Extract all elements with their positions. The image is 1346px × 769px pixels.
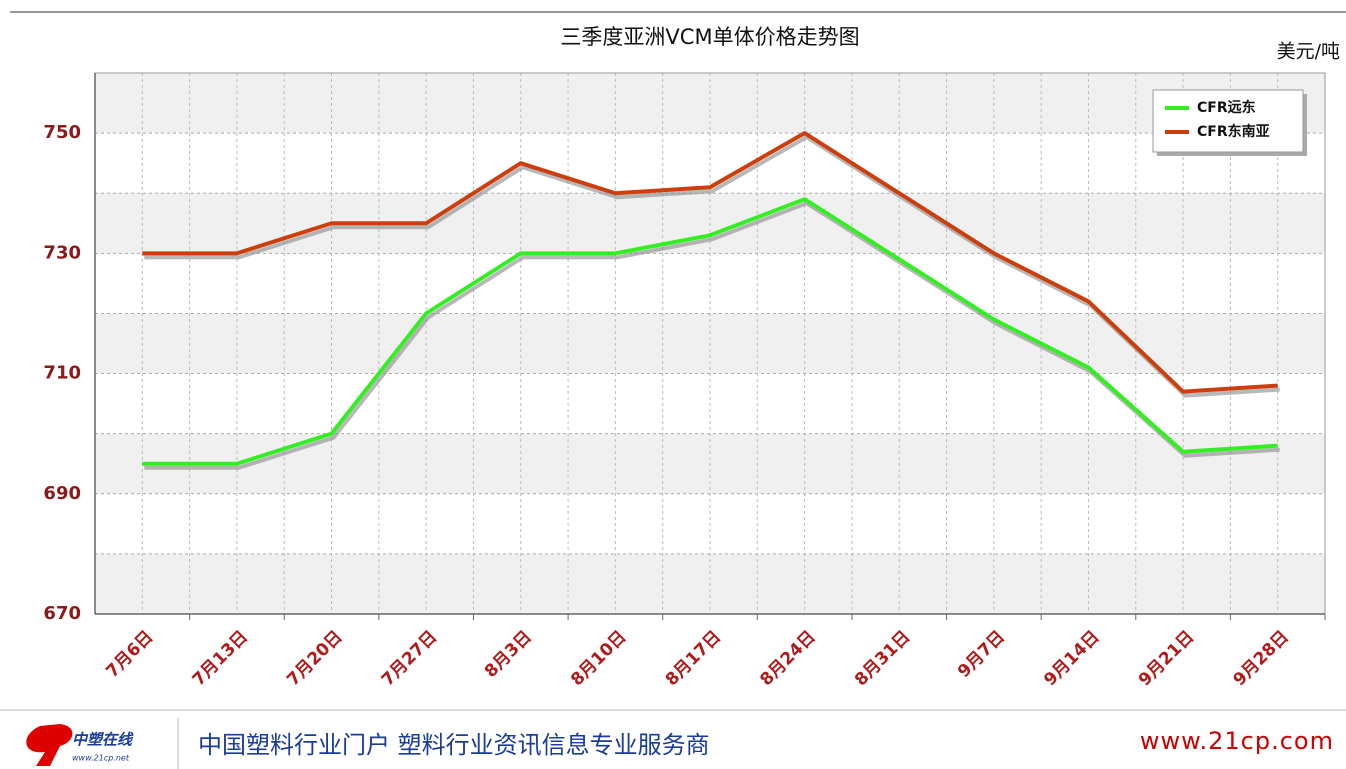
- x-tick-label: 8月17日: [662, 627, 725, 690]
- y-tick-label: 690: [43, 483, 81, 504]
- site: www.21cp.com: [1140, 727, 1334, 755]
- x-tick-label: 7月6日: [102, 627, 157, 682]
- plot: 670 690 710 730 750 7月6日 7月13日 7月20日 7月27日 8月3日 8月…: [43, 72, 1326, 690]
- y-tick-label: 730: [43, 242, 81, 263]
- line: [142, 131, 1278, 394]
- logo-text: 中塑在线: [72, 731, 134, 749]
- x-tick-label: 8月31日: [851, 627, 914, 690]
- x-tick-label: 8月24日: [756, 627, 819, 690]
- line: [142, 197, 1278, 466]
- logo-url: www.21cp.net: [72, 754, 130, 763]
- unit-label: 美元/吨: [1277, 41, 1340, 63]
- logo-icon: [26, 724, 73, 766]
- legend-label: CFR远东: [1197, 99, 1256, 116]
- x-tick-label: 8月3日: [481, 627, 536, 682]
- y-tick-label: 750: [43, 122, 81, 143]
- x-tick-label: 7月20日: [283, 627, 346, 690]
- x-tick-label: 9月21日: [1135, 627, 1198, 690]
- chart-title: 三季度亚洲VCM单体价格走势图: [560, 25, 859, 49]
- x-tick-label: 8月10日: [567, 627, 630, 690]
- x-tick-label: 9月7日: [954, 627, 1009, 682]
- y-tick-label: 710: [43, 363, 81, 384]
- x-tick-label: 9月14日: [1040, 627, 1103, 690]
- slogan: 中国塑料行业门户 塑料行业资讯信息专业服务商: [198, 731, 710, 759]
- x-tick-label: 7月27日: [378, 627, 441, 690]
- legend: [1152, 89, 1304, 153]
- y-tick-label: 670: [43, 603, 81, 624]
- x-tick-label: 9月28日: [1229, 627, 1292, 690]
- x-tick-label: 7月13日: [189, 627, 252, 690]
- legend-label: CFR东南亚: [1197, 123, 1270, 140]
